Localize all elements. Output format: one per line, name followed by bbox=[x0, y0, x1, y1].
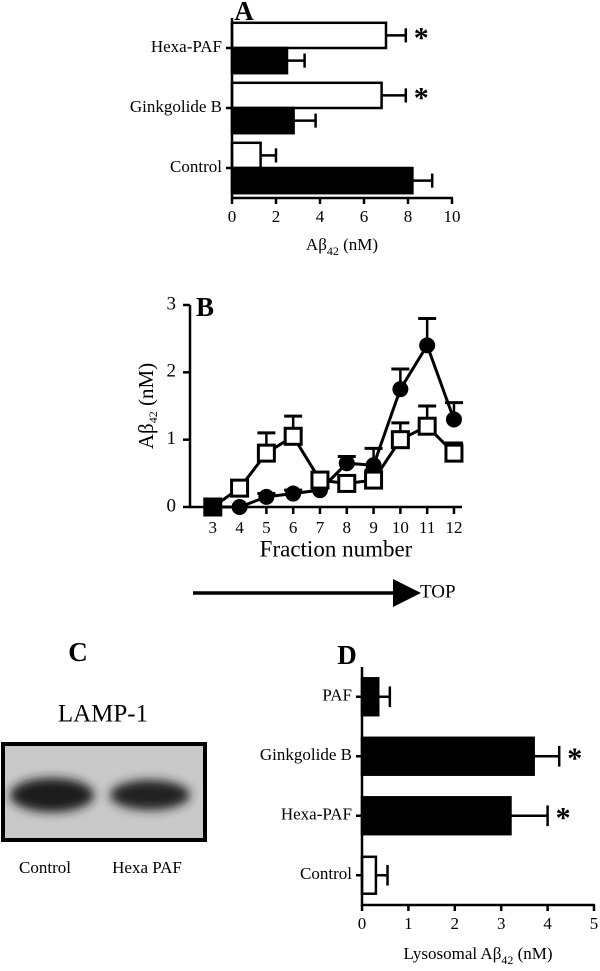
marker bbox=[338, 455, 355, 472]
x-tick-label: 2 bbox=[272, 207, 281, 226]
y-tick-label: Control bbox=[300, 864, 352, 883]
bar bbox=[230, 166, 414, 195]
bar bbox=[230, 81, 383, 110]
x-tick-label: 10 bbox=[392, 518, 409, 537]
axis-label-part: (nM) bbox=[134, 363, 158, 411]
bar bbox=[230, 21, 388, 50]
blot-band bbox=[10, 778, 94, 812]
significance-mark: * bbox=[567, 742, 582, 775]
marker bbox=[417, 416, 437, 436]
marker bbox=[203, 497, 223, 517]
lane-label: Control bbox=[19, 858, 71, 877]
axis-label-part: Aβ bbox=[306, 235, 327, 254]
panel-label: C bbox=[68, 637, 88, 667]
bar bbox=[360, 736, 535, 776]
series-line bbox=[212, 341, 456, 509]
marker bbox=[285, 485, 302, 502]
x-tick-label: 4 bbox=[235, 518, 244, 537]
x-tick-label: 0 bbox=[358, 914, 367, 933]
marker bbox=[258, 488, 275, 505]
axis-label-part: Lysosomal Aβ bbox=[403, 944, 501, 963]
y-tick-label: 0 bbox=[167, 495, 177, 516]
axis-label-part: 42 bbox=[327, 244, 339, 258]
panel-label: A bbox=[234, 0, 254, 26]
blot-title: LAMP-1 bbox=[58, 701, 148, 728]
y-tick-label: Hexa-PAF bbox=[151, 37, 222, 56]
x-tick-label: 7 bbox=[316, 518, 325, 537]
panel-label: D bbox=[337, 640, 357, 670]
marker bbox=[231, 499, 248, 515]
y-tick-label: 2 bbox=[167, 361, 177, 382]
marker bbox=[337, 473, 357, 493]
x-tick-label: 10 bbox=[444, 207, 461, 226]
x-tick-label: 2 bbox=[451, 914, 460, 933]
blot-panel: C LAMP-1 Control Hexa PAF bbox=[1, 637, 207, 877]
axis-label-part: 42 bbox=[146, 411, 160, 423]
blot-band bbox=[110, 780, 190, 810]
bar bbox=[230, 106, 295, 135]
marker bbox=[392, 381, 409, 398]
axis-label: Aβ42 (nM) bbox=[134, 363, 160, 449]
x-tick-label: 6 bbox=[360, 207, 369, 226]
x-tick-label: 11 bbox=[419, 518, 435, 537]
axis-label-part: (nM) bbox=[513, 944, 552, 963]
x-tick-label: 12 bbox=[445, 518, 462, 537]
significance-mark: * bbox=[556, 802, 571, 835]
bar bbox=[360, 796, 512, 836]
x-tick-label: 8 bbox=[343, 518, 352, 537]
x-tick-label: 4 bbox=[316, 207, 325, 226]
axis-label: Lysosomal Aβ42 (nM) bbox=[403, 944, 552, 967]
y-tick-label: Control bbox=[170, 157, 222, 176]
marker bbox=[390, 430, 410, 450]
axis-label-part: Aβ bbox=[134, 423, 158, 449]
series-line bbox=[211, 424, 456, 509]
y-tick-label: PAF bbox=[322, 686, 352, 705]
x-tick-label: 4 bbox=[543, 914, 552, 933]
x-tick-label: 9 bbox=[369, 518, 378, 537]
significance-mark: * bbox=[414, 81, 429, 114]
panel-label: B bbox=[196, 292, 214, 322]
bar bbox=[230, 141, 262, 170]
marker bbox=[419, 337, 436, 354]
axis-label-part: (nM) bbox=[339, 235, 378, 254]
marker bbox=[445, 411, 462, 428]
significance-mark: * bbox=[414, 21, 429, 54]
x-tick-label: 3 bbox=[497, 914, 506, 933]
lane-label: Hexa PAF bbox=[112, 858, 182, 877]
y-tick-label: 3 bbox=[167, 293, 177, 314]
axis-label-part: 42 bbox=[501, 953, 513, 967]
x-tick-label: 8 bbox=[404, 207, 413, 226]
marker bbox=[283, 426, 303, 446]
bar bbox=[360, 855, 378, 895]
y-tick-label: 1 bbox=[167, 428, 177, 449]
bar bbox=[360, 677, 380, 717]
axis-label: Aβ42 (nM) bbox=[306, 235, 378, 258]
x-tick-label: 5 bbox=[590, 914, 599, 933]
x-axis-label: Fraction number bbox=[260, 536, 413, 561]
marker bbox=[230, 478, 250, 498]
x-tick-label: 3 bbox=[209, 518, 218, 537]
marker bbox=[310, 470, 330, 490]
marker bbox=[256, 443, 276, 463]
y-tick-label: Ginkgolide B bbox=[130, 97, 222, 116]
x-tick-label: 5 bbox=[262, 518, 271, 537]
marker bbox=[364, 470, 384, 490]
bar bbox=[230, 46, 289, 75]
y-tick-label: Hexa-PAF bbox=[281, 805, 352, 824]
x-tick-label: 0 bbox=[228, 207, 237, 226]
annotation: TOP bbox=[420, 581, 456, 602]
x-tick-label: 6 bbox=[289, 518, 298, 537]
x-tick-label: 1 bbox=[404, 914, 413, 933]
y-tick-label: Ginkgolide B bbox=[260, 745, 352, 764]
marker bbox=[444, 443, 464, 463]
